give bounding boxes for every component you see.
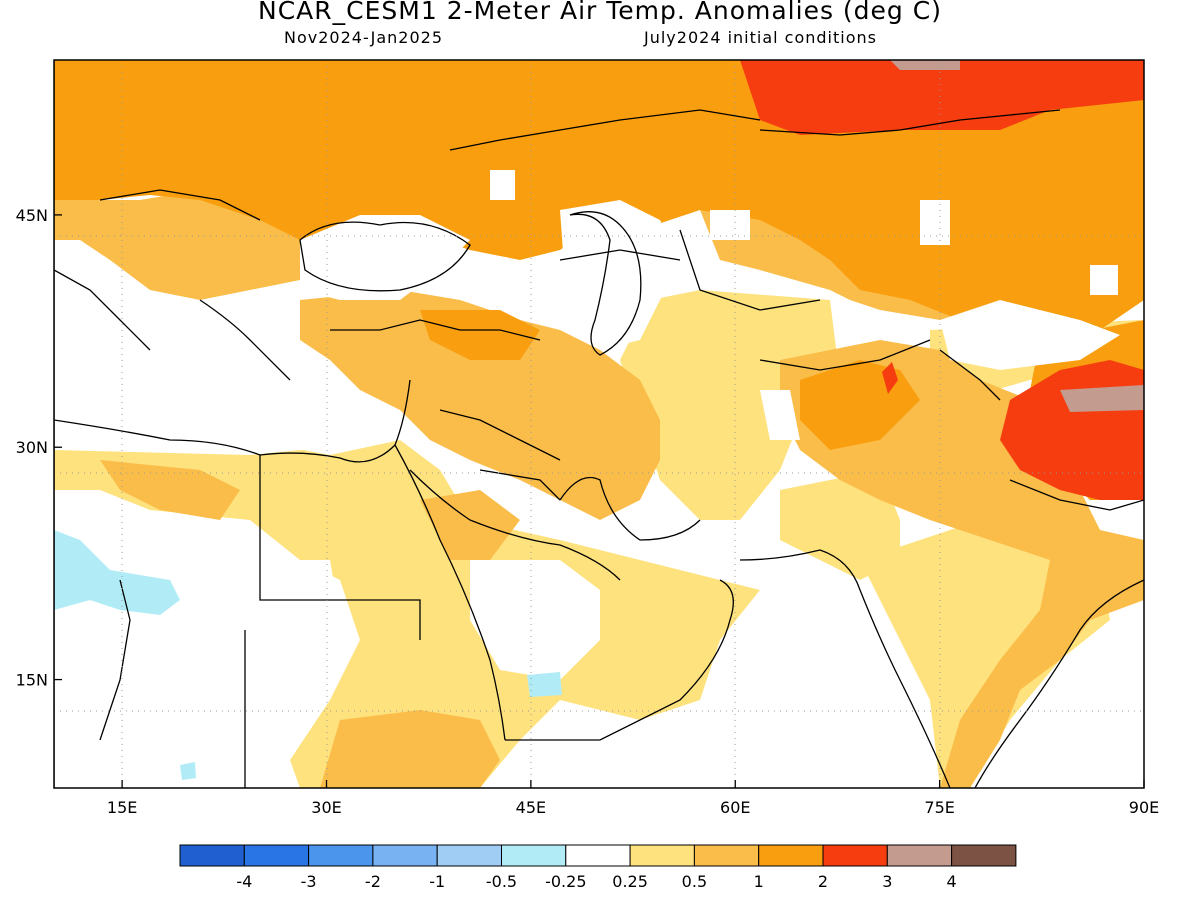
- legend-label: 4: [947, 872, 957, 891]
- legend-label: 3: [882, 872, 892, 891]
- lat-tick-label: 30N: [16, 438, 48, 457]
- lon-tick-label: 45E: [516, 798, 546, 817]
- legend-swatch: [693, 844, 760, 867]
- legend-swatch: [886, 844, 953, 867]
- legend-swatch: [243, 844, 310, 867]
- color-legend: -4 -3 -2 -1 -0.5 -0.25 0.25 0.5 1 2 3 4: [179, 844, 1017, 891]
- lon-tick-label: 60E: [720, 798, 750, 817]
- legend-label: -2: [365, 872, 381, 891]
- lon-tick-label: 15E: [107, 798, 137, 817]
- anomaly-area-neg-0.25: [54, 530, 562, 780]
- legend-swatch: [372, 844, 438, 867]
- legend-swatch: [629, 844, 695, 867]
- legend-label: 2: [818, 872, 828, 891]
- lat-tick-label: 45N: [16, 206, 48, 225]
- lat-axis: 45N 30N 15N: [16, 206, 62, 690]
- graticule: [54, 60, 1144, 788]
- lon-axis: 15E 30E 45E 60E 75E 90E: [107, 780, 1159, 817]
- lon-tick-label: 90E: [1129, 798, 1159, 817]
- lon-tick-label: 30E: [311, 798, 341, 817]
- anomaly-area-3-4: [890, 60, 1144, 412]
- legend-label: -0.5: [486, 872, 517, 891]
- legend-swatch: [179, 844, 245, 867]
- map-frame: [53, 59, 1145, 789]
- legend-label: -4: [236, 872, 252, 891]
- legend-swatch: [436, 844, 503, 867]
- lat-tick-label: 15N: [16, 671, 48, 690]
- coastlines-borders: [54, 60, 1144, 788]
- legend-swatch: [565, 844, 631, 867]
- legend-swatch: [822, 844, 888, 867]
- legend-label: 0.5: [682, 872, 707, 891]
- legend-label: -1: [429, 872, 445, 891]
- legend-label: -3: [301, 872, 317, 891]
- legend-label: 0.25: [612, 872, 648, 891]
- forecast-period: Nov2024-Jan2025: [284, 28, 443, 47]
- initial-conditions: July2024 initial conditions: [644, 28, 877, 47]
- chart-title: NCAR_CESM1 2-Meter Air Temp. Anomalies (…: [258, 0, 942, 25]
- legend-swatch: [758, 844, 824, 867]
- lon-tick-label: 75E: [924, 798, 954, 817]
- legend-swatch: [951, 844, 1017, 867]
- legend-swatch: [308, 844, 374, 867]
- legend-label: 1: [754, 872, 764, 891]
- legend-label: -0.25: [545, 872, 586, 891]
- legend-swatch: [501, 844, 567, 867]
